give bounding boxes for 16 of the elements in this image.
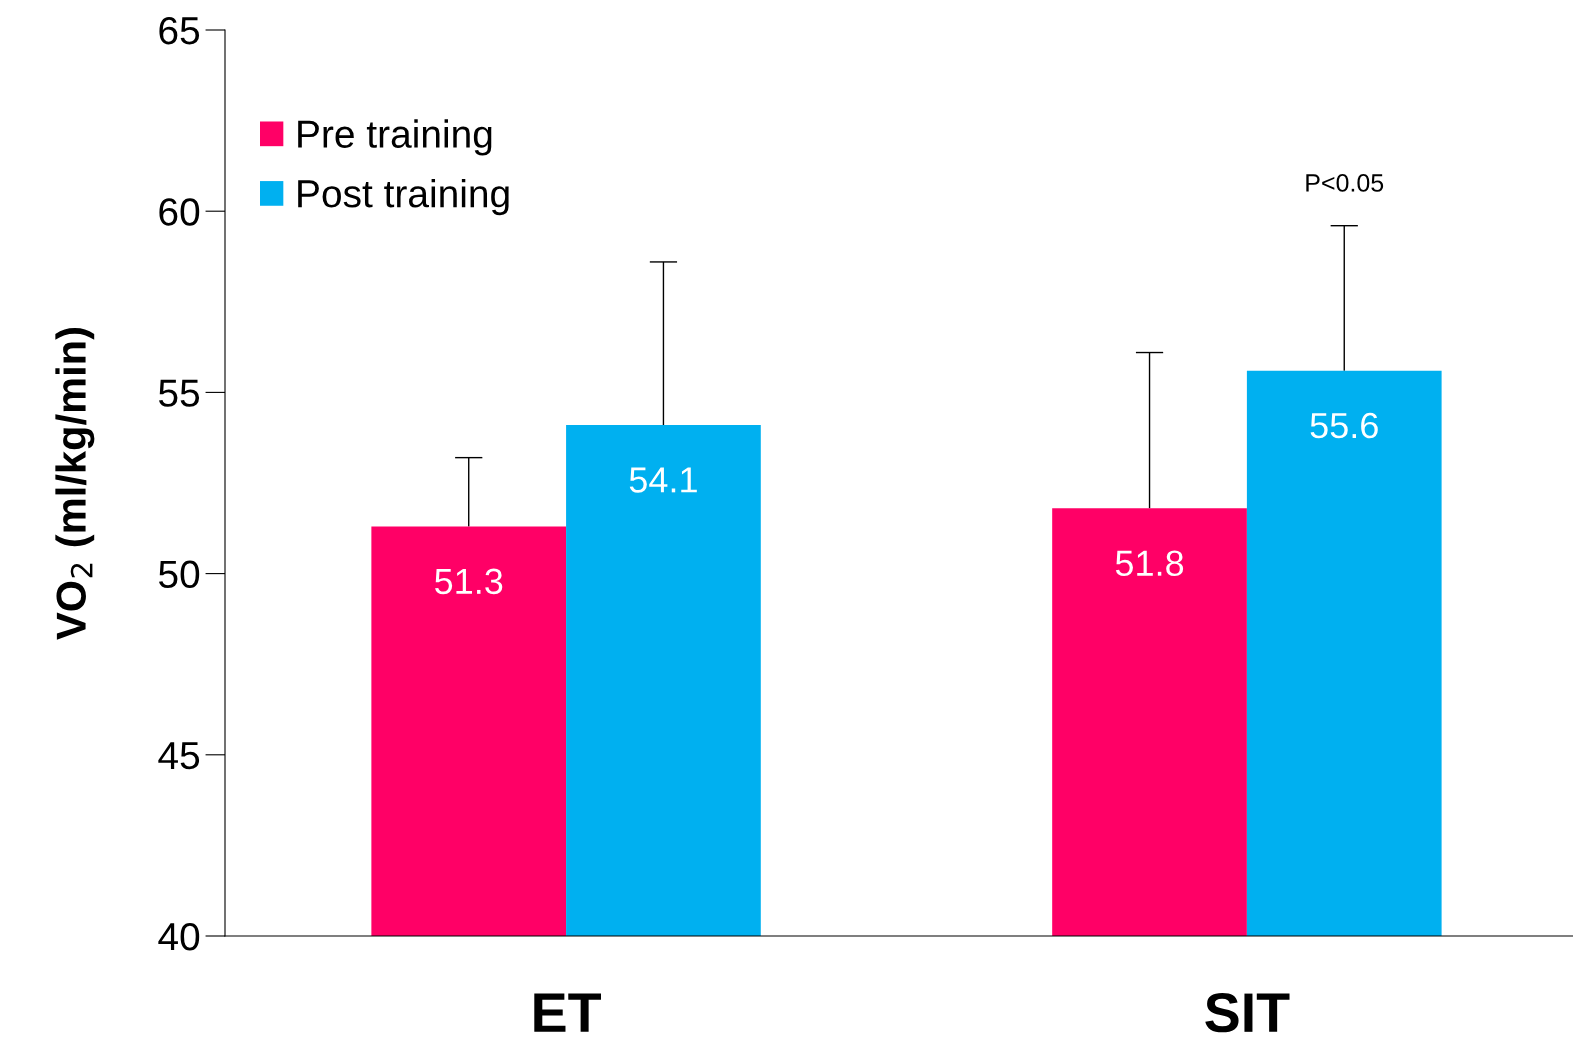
x-tick-label: SIT — [1205, 993, 1290, 1033]
y-tick-label: 55 — [159, 379, 200, 407]
y-tick-label: 45 — [158, 742, 200, 770]
data-label: 54.1 — [629, 467, 697, 493]
data-label: 51.8 — [1115, 550, 1184, 577]
data-label: 51.3 — [435, 568, 503, 595]
legend-label: Pre training — [298, 119, 492, 156]
annotation: P<0.05 — [1306, 174, 1384, 192]
data-label: 55.6 — [1310, 412, 1378, 439]
y-tick-label: 50 — [159, 560, 200, 589]
y-axis-title: VO$_{2}$ (ml/kg/min) — [55, 328, 95, 640]
x-tick-label: ET — [534, 993, 601, 1032]
legend-label: Post training — [298, 178, 509, 216]
y-tick-label: 60 — [159, 198, 200, 226]
y-tick-label: 65 — [159, 16, 200, 45]
y-tick-label: 40 — [158, 922, 200, 951]
